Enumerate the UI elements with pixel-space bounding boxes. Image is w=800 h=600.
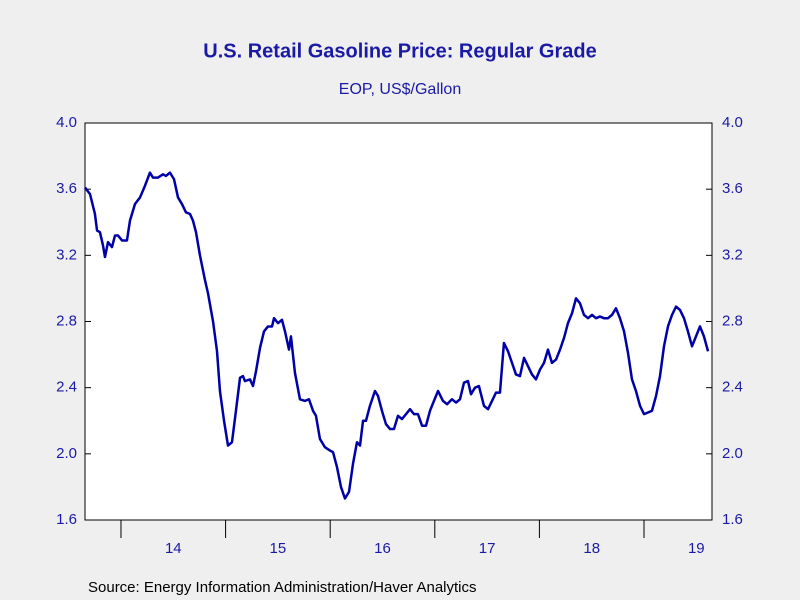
plot-area xyxy=(84,122,713,521)
y-tick-label: 1.6 xyxy=(56,511,77,528)
y-tick-label: 2.4 xyxy=(56,379,77,396)
y-tick-label: 3.2 xyxy=(56,246,77,263)
y-tick-label: 2.8 xyxy=(56,312,77,329)
y2-tick-label: 3.2 xyxy=(722,246,743,263)
source-note: Source: Energy Information Administratio… xyxy=(88,579,477,596)
chart-subtitle: EOP, US$/Gallon xyxy=(339,81,461,98)
chart-title: U.S. Retail Gasoline Price: Regular Grad… xyxy=(203,40,596,62)
y2-tick-label: 2.4 xyxy=(722,379,743,396)
y2-tick-label: 1.6 xyxy=(722,511,743,528)
y2-tick-label: 2.0 xyxy=(722,445,743,462)
y-tick-label: 4.0 xyxy=(56,114,77,131)
price-line xyxy=(84,171,710,500)
x-tick-label: 16 xyxy=(374,540,391,557)
y-tick-label: 3.6 xyxy=(56,180,77,197)
y2-tick-label: 2.8 xyxy=(722,312,743,329)
x-tick-label: 17 xyxy=(479,540,496,557)
y2-tick-label: 4.0 xyxy=(722,114,743,131)
y2-tick-label: 3.6 xyxy=(722,180,743,197)
x-tick-label: 14 xyxy=(165,540,182,557)
x-tick-label: 18 xyxy=(583,540,600,557)
y-tick-label: 2.0 xyxy=(56,445,77,462)
x-tick-label: 19 xyxy=(688,540,705,557)
x-tick-label: 15 xyxy=(270,540,287,557)
